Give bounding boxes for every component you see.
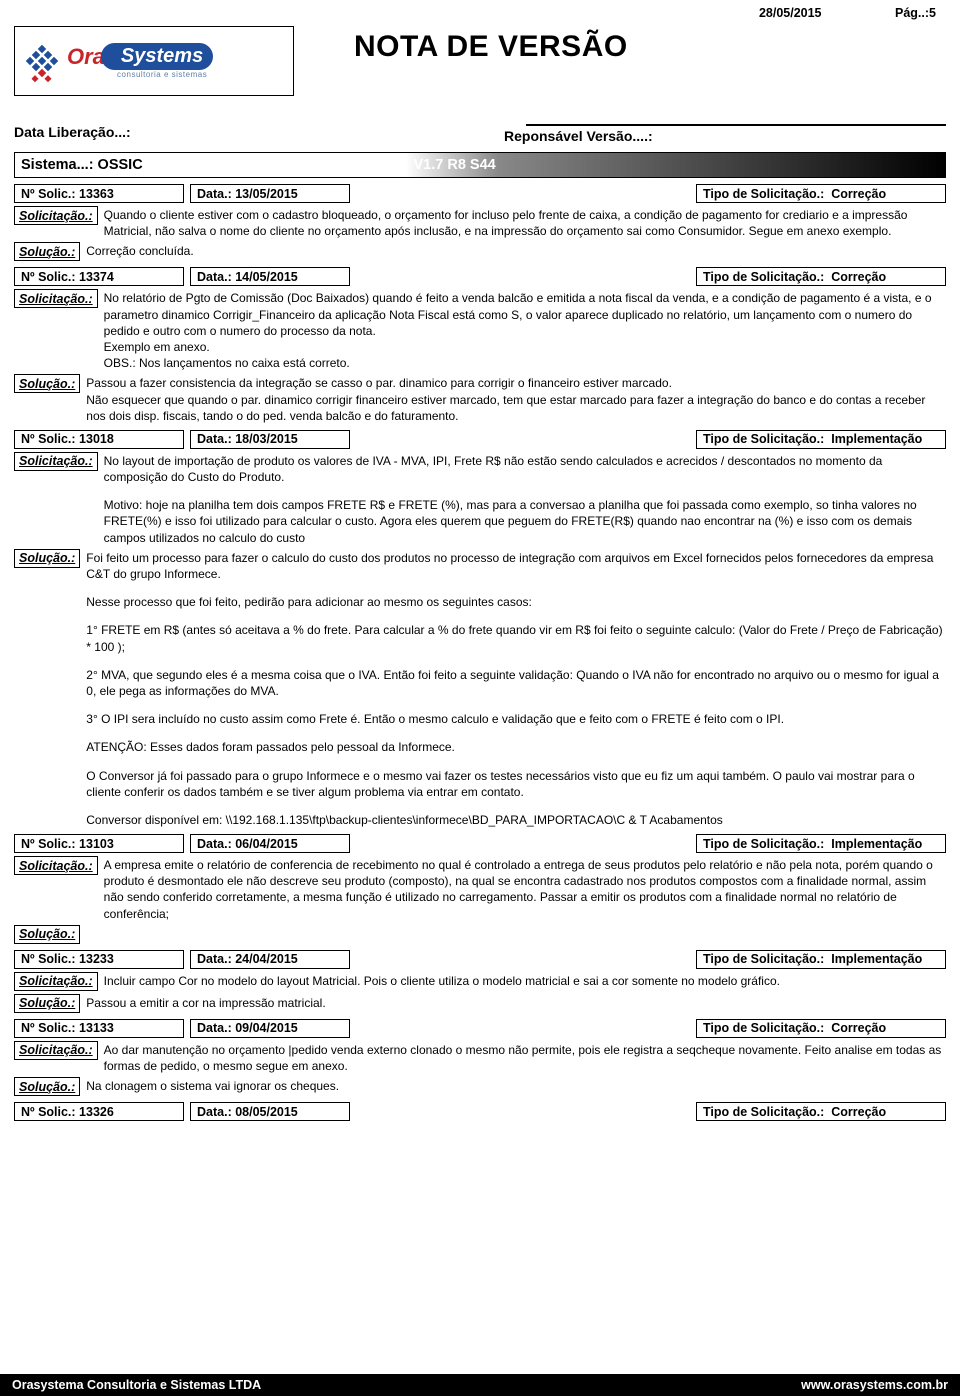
solic-tipo: Tipo de Solicitação.: Correção bbox=[696, 184, 946, 203]
sistema-label: Sistema...: OSSIC bbox=[15, 157, 345, 173]
system-version-bar: Sistema...: OSSIC Versão...: V1.7 R8 S44 bbox=[14, 152, 946, 178]
solicitacao-label: Solicitação.: bbox=[14, 206, 98, 225]
solic-number: Nº Solic.: 13363 bbox=[14, 184, 184, 203]
solicitacao-label: Solicitação.: bbox=[14, 452, 98, 471]
solucao-label: Solução.: bbox=[14, 549, 80, 568]
solicitacao-row: Solicitação.: Ao dar manutenção no orçame… bbox=[14, 1041, 946, 1074]
footer: Orasystema Consultoria e Sistemas LTDA w… bbox=[0, 1374, 960, 1396]
entry-header: Nº Solic.: 13018 Data.: 18/03/2015 Tipo de… bbox=[14, 430, 946, 449]
solucao-row: Solução.: Passou a fazer consistencia da … bbox=[14, 374, 946, 424]
data-liberacao-label: Data Liberação...: bbox=[14, 124, 504, 144]
solic-date: Data.: 14/05/2015 bbox=[190, 267, 350, 286]
entry-header: Nº Solic.: 13374 Data.: 14/05/2015 Tipo de… bbox=[14, 267, 946, 286]
solicitacao-row: Solicitação.: Quando o cliente estiver co… bbox=[14, 206, 946, 239]
solicitacao-row: Solicitação.: No layout de importação de … bbox=[14, 452, 946, 546]
solic-number: Nº Solic.: 13133 bbox=[14, 1019, 184, 1038]
solic-tipo: Tipo de Solicitação.: Correção bbox=[696, 267, 946, 286]
solucao-row: Solução.: Na clonagem o sistema vai ignor… bbox=[14, 1077, 946, 1096]
header: Ora Systems consultoria e sistemas NOTA … bbox=[14, 8, 946, 96]
solicitacao-label: Solicitação.: bbox=[14, 972, 98, 991]
solucao-label: Solução.: bbox=[14, 242, 80, 261]
responsavel-line bbox=[526, 124, 946, 126]
logo-text: Ora Systems bbox=[67, 43, 213, 70]
solicitacao-row: Solicitação.: A empresa emite o relatório… bbox=[14, 856, 946, 922]
entries-container: Nº Solic.: 13363 Data.: 13/05/2015 Tipo de… bbox=[14, 184, 946, 1121]
footer-company: Orasystema Consultoria e Sistemas LTDA bbox=[12, 1378, 261, 1392]
solicitacao-label: Solicitação.: bbox=[14, 1041, 98, 1060]
solic-date: Data.: 09/04/2015 bbox=[190, 1019, 350, 1038]
logo-systems: Systems bbox=[101, 43, 213, 70]
solicitacao-text: No layout de importação de produto os va… bbox=[104, 452, 946, 546]
solicitacao-text: No relatório de Pgto de Comissão (Doc Ba… bbox=[104, 289, 946, 371]
logo-diamond-icon bbox=[19, 44, 67, 84]
solicitacao-text: Quando o cliente estiver com o cadastro … bbox=[104, 206, 946, 239]
page-number: Pág..:5 bbox=[895, 6, 936, 20]
solicitacao-label: Solicitação.: bbox=[14, 289, 98, 308]
entry-header: Nº Solic.: 13326 Data.: 08/05/2015 Tipo de… bbox=[14, 1102, 946, 1121]
logo-subtitle: consultoria e sistemas bbox=[67, 70, 213, 79]
solucao-row: Solução.: Foi feito um processo para faze… bbox=[14, 549, 946, 828]
solucao-row: Solução.: Passou a emitir a cor na impres… bbox=[14, 994, 946, 1013]
print-date: 28/05/2015 bbox=[759, 6, 822, 20]
solicitacao-text: Ao dar manutenção no orçamento |pedido v… bbox=[104, 1041, 946, 1074]
solic-number: Nº Solic.: 13103 bbox=[14, 834, 184, 853]
solucao-text: Foi feito um processo para fazer o calcu… bbox=[86, 549, 946, 828]
solucao-text: Passou a fazer consistencia da integraçã… bbox=[86, 374, 946, 424]
solic-number: Nº Solic.: 13374 bbox=[14, 267, 184, 286]
solicitacao-text: A empresa emite o relatório de conferenc… bbox=[104, 856, 946, 922]
solic-number: Nº Solic.: 13018 bbox=[14, 430, 184, 449]
header-meta: 28/05/2015 Pág..:5 bbox=[759, 6, 936, 20]
solic-date: Data.: 18/03/2015 bbox=[190, 430, 350, 449]
footer-url: www.orasystems.com.br bbox=[801, 1378, 948, 1392]
logo-ora: Ora bbox=[67, 44, 105, 70]
solic-tipo: Tipo de Solicitação.: Implementação bbox=[696, 834, 946, 853]
solucao-row: Solução.: Correção concluída. bbox=[14, 242, 946, 261]
sub-header-row: Data Liberação...: Reponsável Versão....… bbox=[14, 124, 946, 144]
solicitacao-row: Solicitação.: Incluir campo Cor no modelo… bbox=[14, 972, 946, 991]
solicitacao-row: Solicitação.: No relatório de Pgto de Com… bbox=[14, 289, 946, 371]
entry-header: Nº Solic.: 13133 Data.: 09/04/2015 Tipo de… bbox=[14, 1019, 946, 1038]
versao-label: Versão...: V1.7 R8 S44 bbox=[345, 157, 496, 173]
solucao-text: Na clonagem o sistema vai ignorar os che… bbox=[86, 1077, 339, 1094]
solic-number: Nº Solic.: 13233 bbox=[14, 950, 184, 969]
solic-date: Data.: 24/04/2015 bbox=[190, 950, 350, 969]
entry-header: Nº Solic.: 13103 Data.: 06/04/2015 Tipo de… bbox=[14, 834, 946, 853]
solic-tipo: Tipo de Solicitação.: Implementação bbox=[696, 950, 946, 969]
solucao-label: Solução.: bbox=[14, 1077, 80, 1096]
entry-header: Nº Solic.: 13363 Data.: 13/05/2015 Tipo de… bbox=[14, 184, 946, 203]
solic-tipo: Tipo de Solicitação.: Correção bbox=[696, 1102, 946, 1121]
solicitacao-label: Solicitação.: bbox=[14, 856, 98, 875]
solucao-row: Solução.: bbox=[14, 925, 946, 944]
solucao-label: Solução.: bbox=[14, 925, 80, 944]
solic-date: Data.: 06/04/2015 bbox=[190, 834, 350, 853]
logo: Ora Systems consultoria e sistemas bbox=[14, 26, 294, 96]
solic-date: Data.: 08/05/2015 bbox=[190, 1102, 350, 1121]
solucao-text: Passou a emitir a cor na impressão matri… bbox=[86, 994, 325, 1011]
solic-tipo: Tipo de Solicitação.: Correção bbox=[696, 1019, 946, 1038]
page: 28/05/2015 Pág..:5 bbox=[0, 0, 960, 1396]
responsavel-label: Reponsável Versão....: bbox=[504, 128, 946, 144]
solic-date: Data.: 13/05/2015 bbox=[190, 184, 350, 203]
solucao-label: Solução.: bbox=[14, 374, 80, 393]
solic-number: Nº Solic.: 13326 bbox=[14, 1102, 184, 1121]
page-title: NOTA DE VERSÃO bbox=[354, 30, 628, 64]
entry-header: Nº Solic.: 13233 Data.: 24/04/2015 Tipo de… bbox=[14, 950, 946, 969]
solicitacao-text: Incluir campo Cor no modelo do layout Ma… bbox=[104, 972, 780, 989]
solucao-text: Correção concluída. bbox=[86, 242, 193, 259]
solic-tipo: Tipo de Solicitação.: Implementação bbox=[696, 430, 946, 449]
solucao-label: Solução.: bbox=[14, 994, 80, 1013]
